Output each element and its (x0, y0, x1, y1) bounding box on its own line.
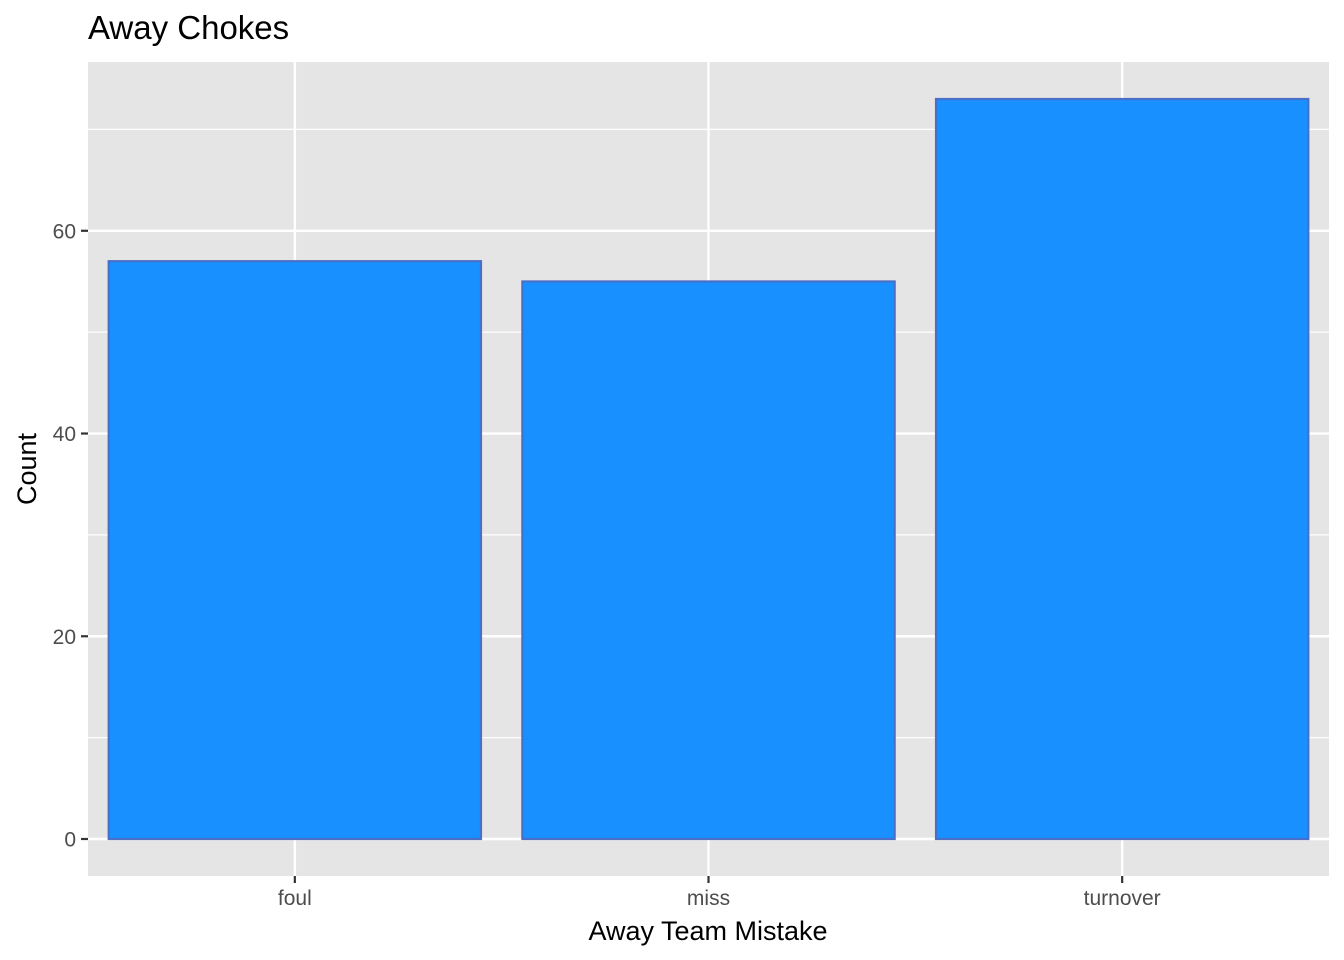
x-axis-title: Away Team Mistake (588, 916, 827, 946)
y-axis-title: Count (12, 432, 42, 505)
x-tick-label: miss (687, 887, 730, 910)
bar-turnover (934, 97, 1310, 841)
bars (107, 97, 1310, 841)
y-tick-label: 40 (53, 423, 76, 446)
y-tick-label: 0 (64, 829, 76, 852)
x-tick-label: turnover (1084, 887, 1161, 910)
bar-miss (521, 280, 896, 841)
y-tick-label: 60 (53, 220, 76, 243)
x-tick-label: foul (278, 887, 312, 910)
x-axis: foul miss turnover (278, 876, 1161, 910)
chart-title: Away Chokes (88, 9, 289, 46)
y-tick-label: 20 (53, 626, 76, 649)
bar-foul (107, 260, 483, 841)
y-axis: 0 20 40 60 (53, 220, 88, 852)
